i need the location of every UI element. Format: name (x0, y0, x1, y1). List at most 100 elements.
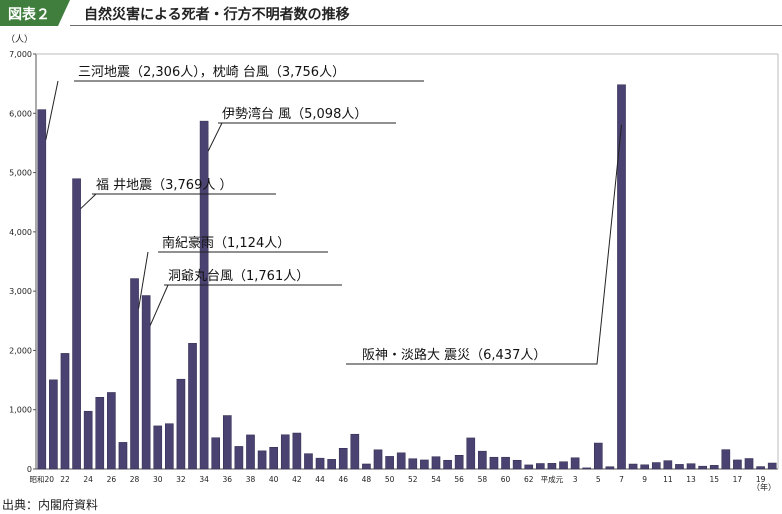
bar (396, 452, 406, 470)
bar (269, 446, 278, 470)
bar (582, 467, 592, 470)
bar (420, 459, 429, 470)
x-tick-label: 24 (83, 475, 93, 484)
x-tick-label: 40 (269, 475, 279, 484)
bar (663, 460, 673, 470)
bar (49, 379, 58, 470)
annotation-label: 三河地震（2,306人），枕崎 台風（3,756人） (78, 65, 345, 80)
x-tick-label: 30 (153, 475, 163, 484)
bar (709, 465, 719, 470)
bar (107, 392, 116, 470)
bar (176, 378, 186, 470)
bar (211, 437, 221, 470)
x-tick-label: 28 (130, 475, 140, 484)
annotation-leader (207, 122, 223, 152)
y-tick-label: 6,000 (9, 109, 32, 118)
bar (95, 397, 105, 470)
x-tick-label: 50 (385, 475, 395, 484)
figure-label: 図表２ (8, 7, 50, 23)
annotations: 三河地震（2,306人），枕崎 台風（3,756人） 伊勢湾台 風（5,098人）… (45, 65, 622, 365)
bar (222, 415, 232, 470)
y-tick-label: 1,000 (9, 406, 32, 415)
y-axis: 0 1,000 2,000 3,000 4,000 5,000 6,000 7,000 (9, 50, 779, 474)
bar (570, 457, 580, 470)
x-tick-label: 19 (756, 475, 766, 484)
bar (767, 462, 777, 470)
bar (362, 463, 371, 470)
x-tick-label: 34 (199, 475, 209, 484)
bar (280, 434, 290, 470)
y-tick-label: 2,000 (9, 346, 32, 355)
x-axis-unit: （年） (752, 482, 776, 492)
y-tick-label: 5,000 (9, 169, 32, 178)
annotation-label: 洞爺丸台風（1,761人） (168, 269, 309, 284)
x-tick-label: 7 (619, 475, 624, 484)
x-tick-label: 46 (338, 475, 348, 484)
bar (721, 449, 731, 470)
bar (315, 457, 325, 470)
bar (489, 456, 499, 470)
annotation-label: 福 井地震（3,769人 ） (96, 178, 232, 193)
bar (338, 448, 348, 470)
bar (408, 458, 418, 470)
x-tick-label: 3 (573, 475, 578, 484)
bar (454, 455, 464, 470)
bar (512, 459, 522, 470)
x-tick-label: 38 (246, 475, 256, 484)
y-tick-label: 0 (27, 465, 32, 474)
x-tick-label: 52 (408, 475, 418, 484)
x-tick-label: 22 (60, 475, 70, 484)
bar (501, 456, 510, 470)
x-tick-label: 36 (223, 475, 233, 484)
bar (130, 278, 139, 470)
bar (628, 463, 638, 470)
annotation-leader (138, 251, 149, 309)
bar (37, 109, 47, 470)
bar (373, 449, 383, 470)
bar (83, 410, 93, 470)
figure-title: 自然災害による死者・行方不明者数の推移 (84, 7, 350, 23)
bar (733, 459, 742, 470)
y-tick-label: 3,000 (9, 287, 32, 296)
x-tick-label: 48 (362, 475, 372, 484)
x-tick-label: 平成元 (541, 474, 564, 484)
x-tick-label: 54 (431, 475, 441, 484)
bar (246, 434, 255, 470)
bar (327, 459, 336, 470)
bar (744, 458, 754, 470)
bar (756, 466, 765, 470)
bar (605, 466, 615, 470)
bar (675, 464, 684, 470)
bars (37, 84, 777, 470)
x-tick-label: 58 (478, 475, 488, 484)
annotation-leader (45, 80, 59, 140)
bar-chart: 0 1,000 2,000 3,000 4,000 5,000 6,000 7,000 昭和2… (6, 34, 779, 492)
annotation-leader (590, 124, 622, 365)
bar (524, 464, 534, 470)
bar (153, 425, 163, 470)
x-tick-label: 昭和20 (30, 475, 55, 484)
bar (547, 463, 557, 470)
annotation-label: 阪神・淡路大 震災（6,437人） (362, 347, 546, 363)
x-tick-label: 42 (292, 475, 302, 484)
x-tick-label: 44 (315, 475, 325, 484)
annotation-leader (80, 193, 97, 210)
bar (257, 450, 267, 470)
bar (234, 446, 244, 470)
bar (118, 442, 128, 470)
y-axis-unit: （人） (6, 34, 33, 45)
bar (72, 178, 81, 470)
annotation-label: 伊勢湾台 風（5,098人） (222, 106, 367, 122)
bar (559, 461, 568, 470)
bar (698, 465, 707, 470)
bar (686, 463, 696, 470)
annotation-label: 南紀豪雨（1,124人） (162, 235, 290, 251)
x-tick-label: 26 (107, 475, 117, 484)
bar (617, 84, 626, 470)
bar (292, 432, 302, 470)
x-tick-label: 60 (501, 475, 511, 484)
y-tick-label: 7,000 (9, 50, 32, 59)
bar (651, 462, 661, 470)
source-note: 出典：内閣府資料 (2, 498, 99, 512)
x-tick-label: 11 (663, 475, 673, 484)
